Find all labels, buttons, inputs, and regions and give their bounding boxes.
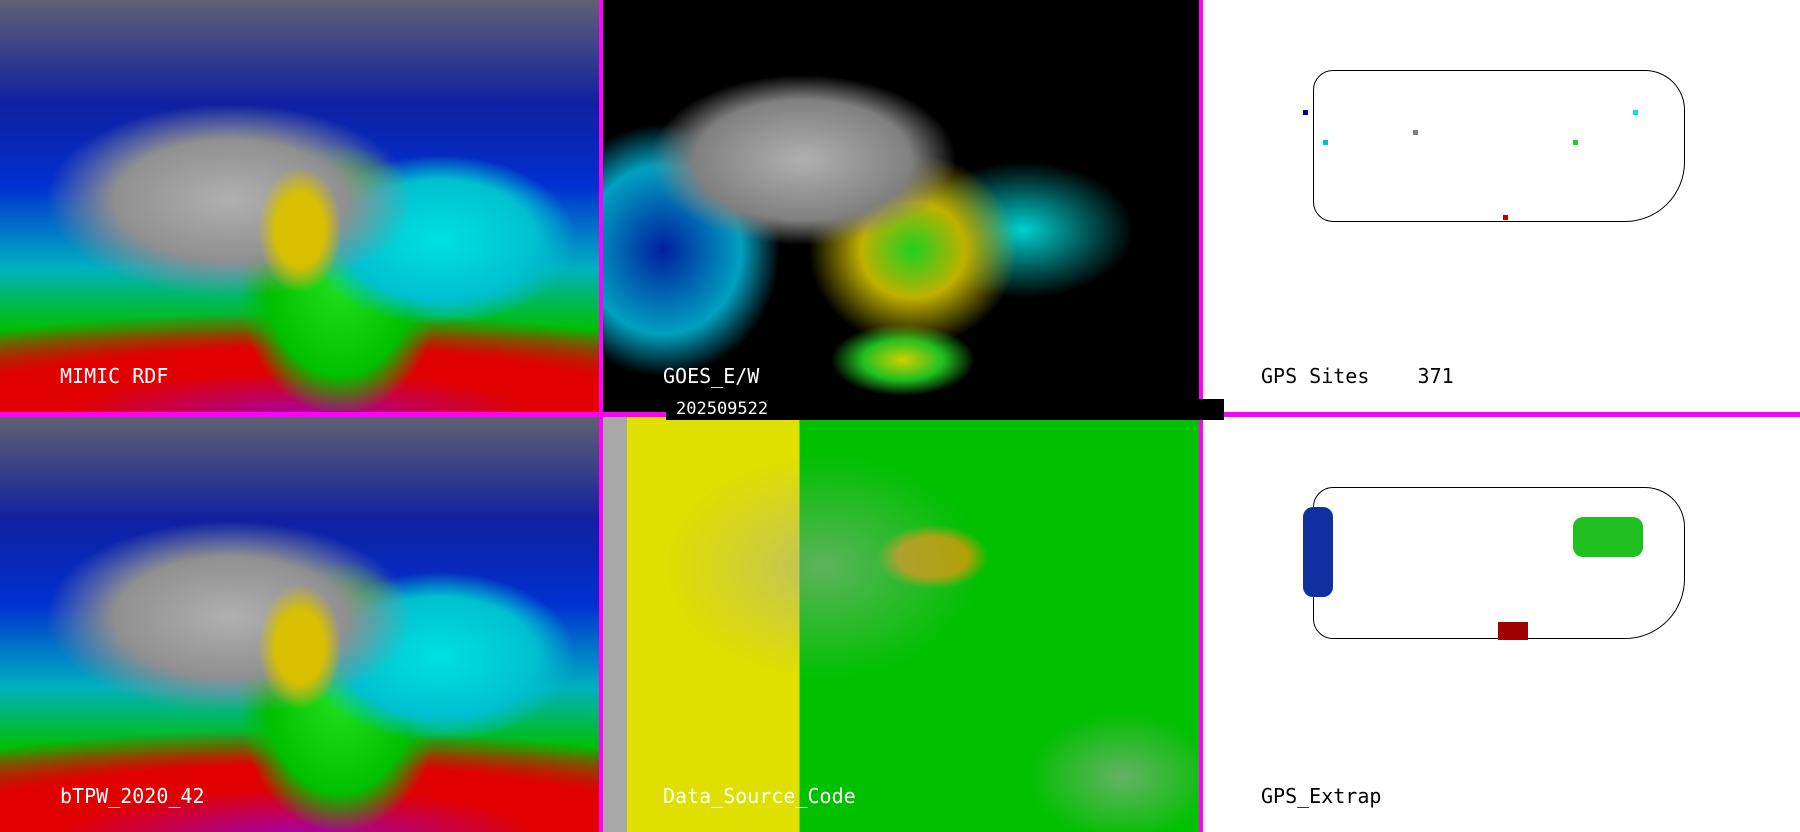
gps-site-marker <box>1303 110 1308 115</box>
btpw-panel: bTPW_2020_42 <box>0 417 599 832</box>
extrap-region <box>1573 517 1643 557</box>
panel-label: bTPW_2020_42 <box>60 784 205 808</box>
gps-sites-panel: GPS Sites 371 <box>1203 0 1800 412</box>
gps-site-marker <box>1413 130 1418 135</box>
gps-site-marker <box>1633 110 1638 115</box>
mimic-rdf-panel: MIMIC RDF <box>0 0 599 412</box>
panel-label: MIMIC RDF <box>60 364 169 388</box>
extrap-region <box>1303 507 1333 597</box>
panel-label: Data_Source_Code <box>663 784 856 808</box>
panel-label: GPS Sites 371 <box>1261 364 1454 388</box>
extrap-region <box>1498 622 1528 640</box>
panel-label: GOES_E/W <box>663 364 760 388</box>
site-count: 371 <box>1417 364 1454 388</box>
goes-panel: GOES_E/W <box>603 0 1199 412</box>
us-map-outline <box>1313 487 1685 639</box>
gps-site-marker <box>1503 215 1508 220</box>
us-map-outline <box>1313 70 1685 222</box>
gps-site-marker <box>1573 140 1578 145</box>
gps-site-marker <box>1323 140 1328 145</box>
data-source-code-panel: Data_Source_Code <box>603 417 1199 832</box>
timestamp-bar: 202509522 <box>666 399 1224 420</box>
panel-label: GPS_Extrap <box>1261 784 1382 808</box>
gps-extrap-panel: GPS_Extrap <box>1203 417 1800 832</box>
